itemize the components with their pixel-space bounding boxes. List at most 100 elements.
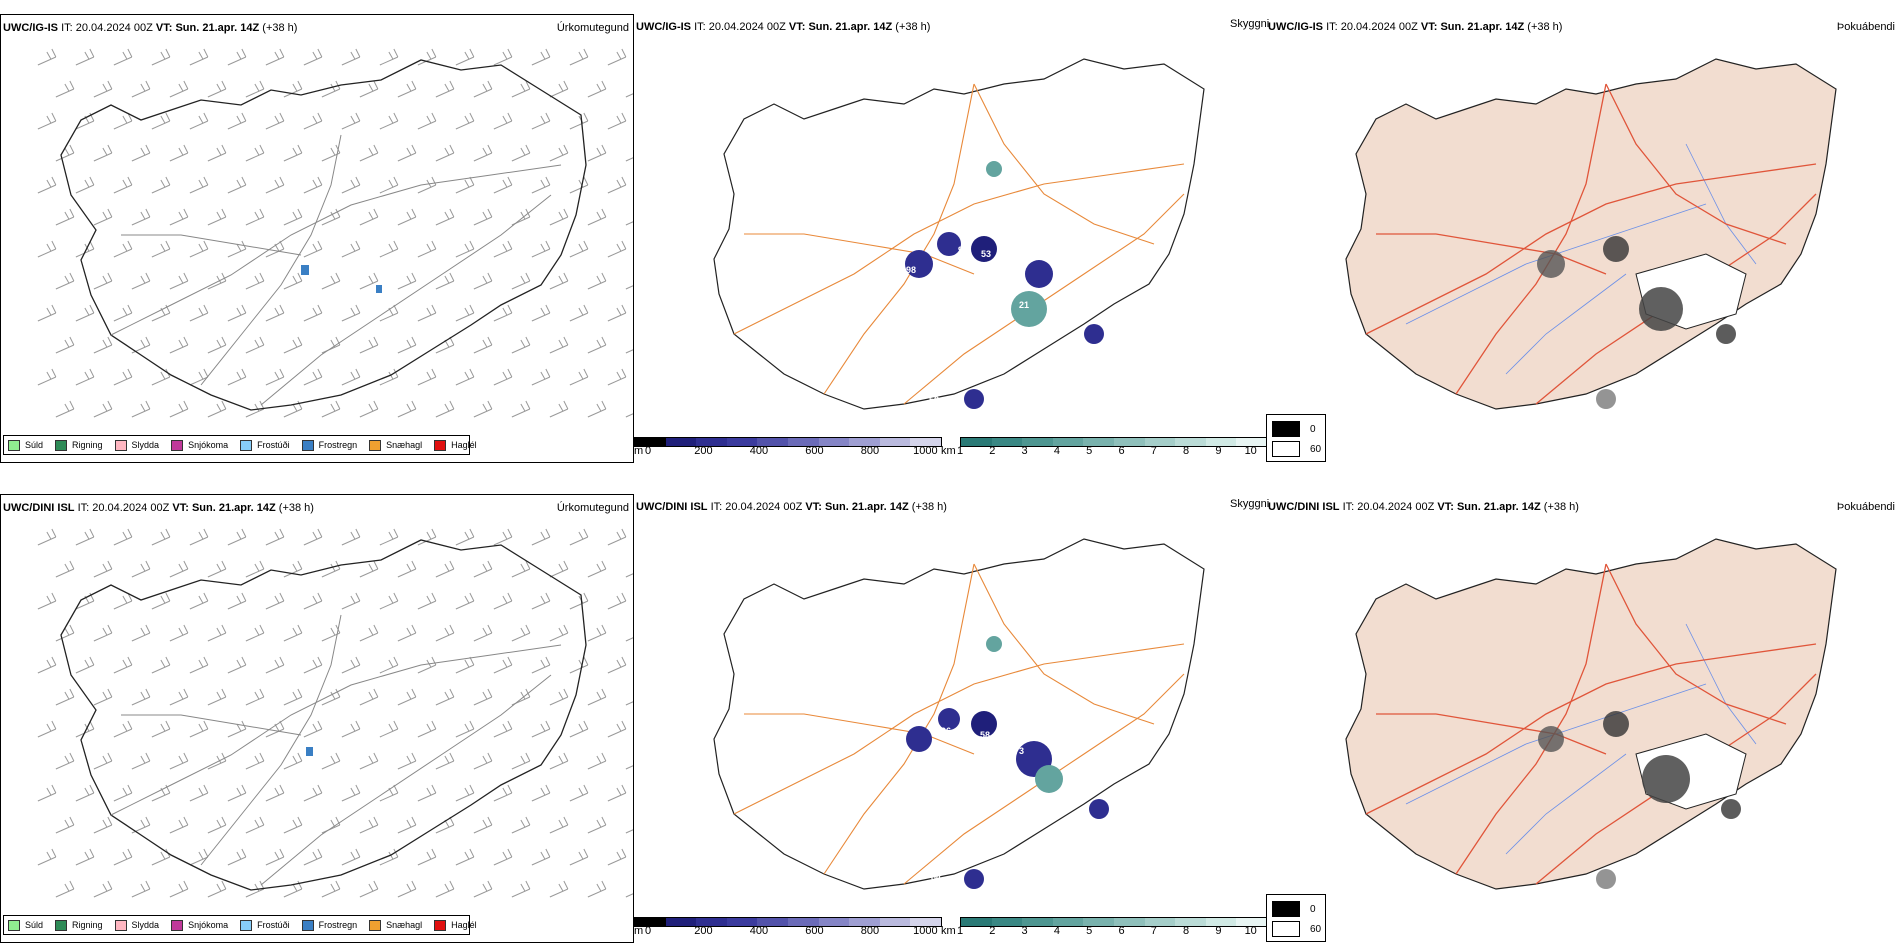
roads	[733, 83, 1185, 405]
wind-barb	[169, 272, 189, 290]
wind-barb	[189, 784, 209, 802]
wind-barb	[511, 208, 531, 226]
fog-map	[1345, 538, 1837, 890]
wind-barb	[531, 656, 551, 674]
colorbar-cell	[787, 438, 819, 446]
wind-barb	[37, 112, 57, 130]
wind-barb	[93, 752, 113, 770]
wind-barb	[283, 816, 303, 834]
colorbar-tick: 5	[1086, 445, 1093, 457]
wind-barb	[569, 656, 589, 674]
wind-barb	[169, 560, 189, 578]
wind-barb	[55, 880, 75, 898]
model-name: UWC/IG-IS	[3, 22, 58, 34]
fog-legend-label: 0	[1310, 903, 1316, 915]
wind-barb	[207, 816, 227, 834]
colorbar-cell	[961, 918, 992, 926]
wind-barb	[625, 413, 633, 418]
wind-barb	[625, 637, 633, 642]
colorbar-tick: 7	[1150, 445, 1157, 457]
swatch	[8, 919, 20, 931]
wind-barb	[549, 624, 569, 642]
wind-barb	[189, 304, 209, 322]
wind-barb	[265, 112, 285, 130]
wind-barb	[511, 624, 531, 642]
wind-barb	[473, 400, 493, 418]
wind-barb	[113, 720, 133, 738]
wind-barb	[397, 624, 417, 642]
fog-area	[1596, 869, 1616, 889]
swatch	[1272, 921, 1300, 937]
swatch	[369, 919, 382, 931]
cloud-cell	[986, 636, 1002, 652]
wind-barb	[341, 592, 361, 610]
wind-barb	[245, 624, 265, 642]
wind-barb	[397, 336, 417, 354]
wind-barb	[397, 560, 417, 578]
it-label: IT:	[61, 22, 73, 34]
wind-barb	[473, 336, 493, 354]
model-name: UWC/DINI ISL	[3, 502, 75, 514]
fog-area	[1642, 755, 1690, 803]
cloud-cell	[937, 232, 961, 256]
cloud-base-colorbar	[634, 917, 942, 927]
wind-barb	[569, 592, 589, 610]
wind-barb	[607, 720, 627, 738]
swatch	[1272, 421, 1300, 437]
wind-barb	[151, 720, 171, 738]
wind-barb	[75, 240, 95, 258]
wind-barb	[379, 592, 399, 610]
visibility-colorbar	[960, 917, 1268, 927]
wind-barb	[207, 336, 227, 354]
fog-area	[1596, 389, 1616, 409]
wind-barb	[303, 240, 323, 258]
swatch	[434, 919, 447, 931]
wind-barb	[359, 80, 379, 98]
legend-item: Slydda	[114, 919, 159, 931]
swatch	[1272, 441, 1300, 457]
wind-barb	[189, 240, 209, 258]
colorbar-tick: 2	[989, 925, 996, 937]
legend-item: Súld	[8, 439, 43, 451]
wind-barb	[473, 144, 493, 162]
panel-header: UWC/DINI ISL IT: 20.04.2024 00Z VT: Sun.…	[1268, 501, 1579, 513]
wind-barb	[303, 368, 323, 386]
wind-barb	[113, 368, 133, 386]
wind-barb	[549, 752, 569, 770]
colorbar-tick: 3	[1021, 445, 1028, 457]
wind-barb	[113, 240, 133, 258]
wind-barb	[93, 400, 113, 418]
fog-legend-row: 60	[1272, 921, 1321, 937]
wind-barb	[169, 688, 189, 706]
wind-barb	[607, 528, 627, 546]
it-value: 20.04.2024 00Z	[1340, 21, 1418, 33]
wind-barb	[587, 336, 607, 354]
wind-barb	[227, 304, 247, 322]
vt-label: VT:	[1420, 21, 1438, 33]
wind-barb	[531, 528, 551, 546]
colorbar-cell	[1236, 438, 1267, 446]
wind-barb	[55, 80, 75, 98]
panel-header: UWC/IG-IS IT: 20.04.2024 00Z VT: Sun. 21…	[3, 22, 297, 34]
wind-barb	[359, 272, 379, 290]
legend-label: Haglél	[451, 440, 477, 450]
wind-barb	[473, 208, 493, 226]
precip-type-panel-2: UWC/DINI ISL IT: 20.04.2024 00Z VT: Sun.…	[0, 494, 634, 943]
wind-barb	[75, 784, 95, 802]
wind-barb	[397, 752, 417, 770]
cloud-cell	[1089, 799, 1109, 819]
panel-title: Úrkomutegund	[556, 502, 629, 514]
wind-barb	[569, 112, 589, 130]
panel-header: UWC/IG-IS IT: 20.04.2024 00Z VT: Sun. 21…	[1268, 21, 1562, 33]
cloud-base-unit: m	[634, 925, 644, 937]
wind-barb	[359, 144, 379, 162]
wind-barb	[169, 144, 189, 162]
wind-barb	[93, 336, 113, 354]
legend-label: Snjókoma	[188, 920, 229, 930]
wind-barb	[511, 144, 531, 162]
colorbar-tick: 9	[1215, 445, 1222, 457]
wind-barb	[493, 240, 513, 258]
wind-barb	[511, 80, 531, 98]
precip-map	[37, 48, 633, 418]
it-label: IT:	[1342, 501, 1355, 513]
